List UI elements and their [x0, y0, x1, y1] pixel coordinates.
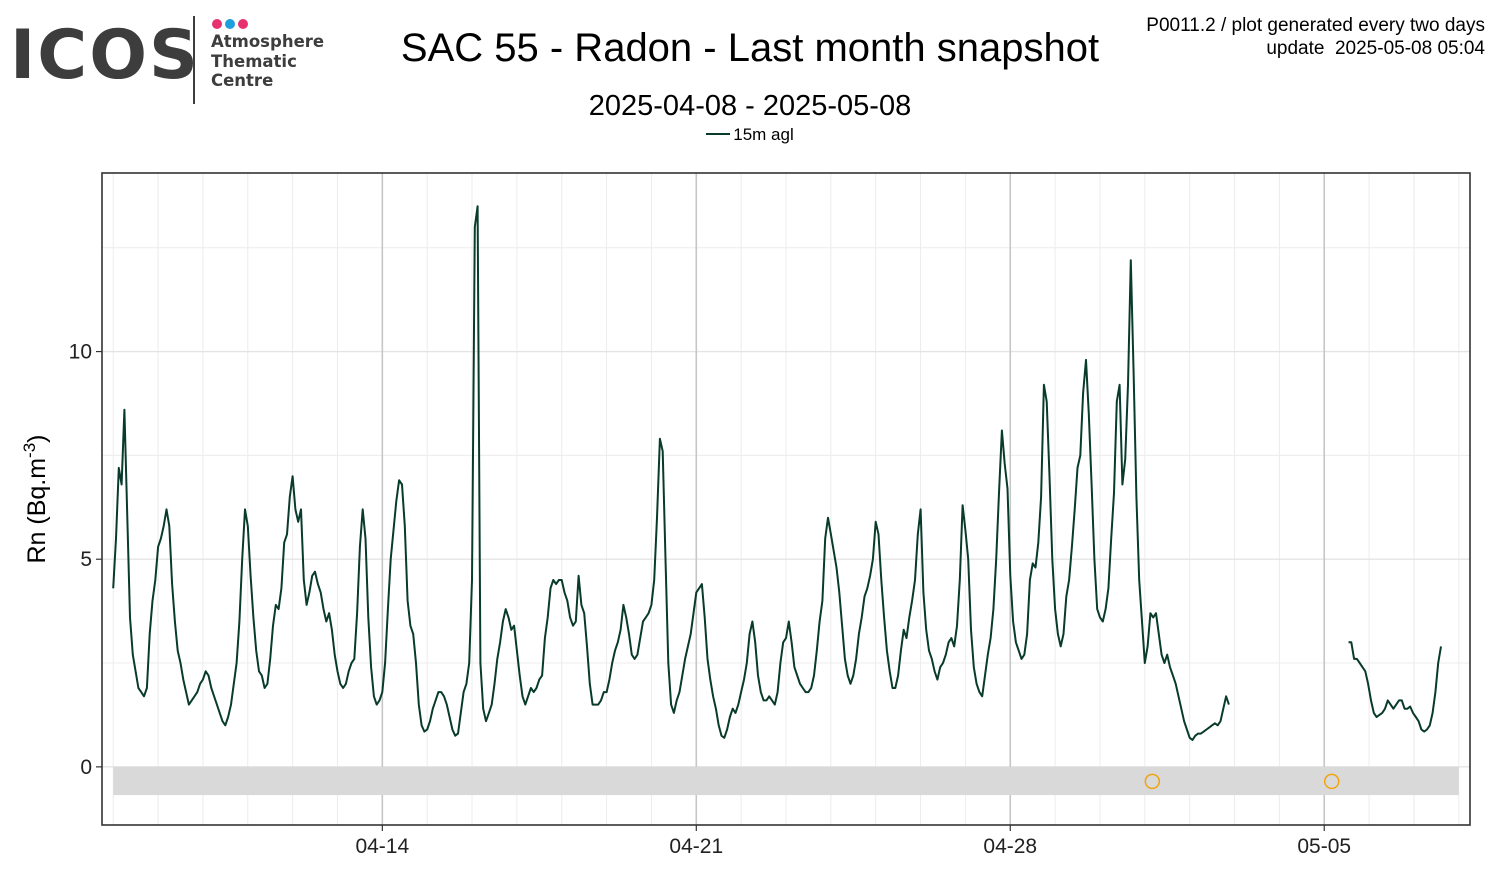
qc-flag-marker — [1144, 773, 1161, 790]
chart-title: SAC 55 - Radon - Last month snapshot — [400, 26, 1100, 70]
x-tick-label: 05-05 — [1297, 835, 1351, 858]
logo-subtitle-line-1: Atmosphere — [211, 32, 325, 51]
logo-dot-3 — [238, 19, 248, 29]
logo-subtitle-line-2: Thematic — [211, 51, 297, 71]
qc-flag-marker — [1323, 773, 1340, 790]
y-tick-label: 0 — [80, 756, 92, 779]
plot-metadata-line-1: P0011.2 / plot generated every two days — [1146, 15, 1485, 36]
icos-logo: ICOS Atmosphere Thematic Centre — [10, 14, 330, 106]
logo-dot-1 — [212, 19, 222, 29]
plot-metadata: P0011.2 / plot generated every two days … — [1146, 14, 1485, 60]
plot-panel-border — [101, 172, 1471, 826]
series-line-15m-agl — [112, 205, 1230, 741]
legend: 15m agl — [0, 125, 1500, 145]
logo-dots — [212, 16, 251, 29]
logo-wordmark: ICOS — [10, 16, 200, 95]
y-tick-label: 10 — [69, 341, 92, 364]
logo-dot-2 — [225, 19, 235, 29]
legend-label-15m-agl: 15m agl — [733, 125, 794, 144]
legend-key-15m-agl — [706, 132, 731, 135]
x-tick-label: 04-14 — [355, 835, 409, 858]
plot-metadata-line-2: update 2025-05-08 05:04 — [1266, 38, 1485, 59]
logo-subtitle: Atmosphere Thematic Centre — [211, 32, 324, 91]
y-axis-label: Rn (Bq.m-3) — [20, 434, 51, 563]
x-tick-label: 04-28 — [983, 835, 1037, 858]
logo-subtitle-line-3: Centre — [211, 71, 274, 90]
logo-divider — [193, 16, 195, 104]
y-tick-label: 5 — [80, 548, 92, 571]
x-tick-label: 04-21 — [669, 835, 723, 858]
qc-band — [113, 766, 1459, 796]
chart-subtitle: 2025-04-08 - 2025-05-08 — [588, 90, 912, 122]
series-line-15m-agl — [1348, 641, 1442, 733]
